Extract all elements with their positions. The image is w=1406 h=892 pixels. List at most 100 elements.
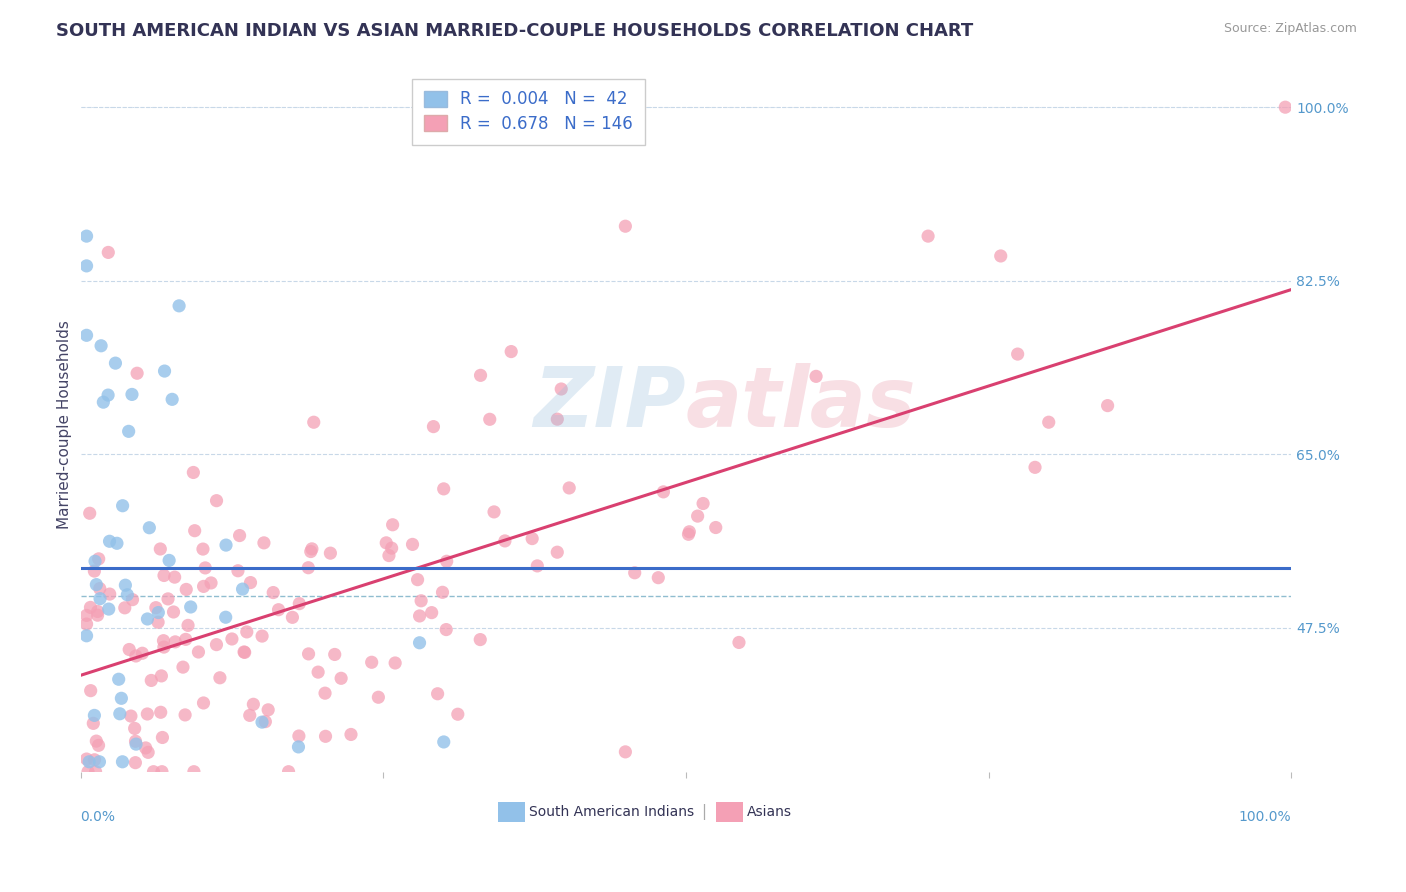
Point <box>86 577 108 591</box>
Point <box>447 707 470 722</box>
Point <box>114 600 136 615</box>
Point <box>546 545 568 559</box>
Point <box>1038 415 1060 429</box>
Point <box>470 368 492 383</box>
Point <box>104 356 127 370</box>
Point <box>174 707 197 722</box>
Point <box>105 536 128 550</box>
Bar <box>498 802 524 822</box>
Point <box>77 764 100 779</box>
Point <box>150 764 173 779</box>
Text: SOUTH AMERICAN INDIAN VS ASIAN MARRIED-COUPLE HOUSEHOLDS CORRELATION CHART: SOUTH AMERICAN INDIAN VS ASIAN MARRIED-C… <box>56 22 973 40</box>
Point <box>314 686 336 700</box>
Point <box>614 745 637 759</box>
Point <box>250 629 273 643</box>
Point <box>121 592 143 607</box>
Point <box>340 727 363 741</box>
Point <box>141 673 163 688</box>
Point <box>378 549 401 563</box>
Point <box>482 505 505 519</box>
Point <box>411 594 433 608</box>
Point <box>97 602 120 616</box>
Point <box>558 481 581 495</box>
Point <box>917 229 939 244</box>
Point <box>408 609 430 624</box>
Point <box>208 671 231 685</box>
Point <box>110 691 132 706</box>
Text: Asians: Asians <box>747 805 792 819</box>
Point <box>990 249 1012 263</box>
Point <box>433 482 456 496</box>
Point <box>152 633 174 648</box>
Point <box>262 585 284 599</box>
Point <box>728 635 751 649</box>
Point <box>221 632 243 646</box>
Point <box>108 706 131 721</box>
Legend: R =  0.004   N =  42, R =  0.678   N = 146: R = 0.004 N = 42, R = 0.678 N = 146 <box>412 78 645 145</box>
Point <box>84 764 107 779</box>
Point <box>91 395 114 409</box>
Point <box>1007 347 1029 361</box>
Point <box>183 524 205 538</box>
Point <box>191 542 214 557</box>
Point <box>384 656 406 670</box>
Point <box>150 669 173 683</box>
Point <box>153 364 176 378</box>
Point <box>287 739 309 754</box>
Point <box>76 259 98 273</box>
Point <box>267 603 290 617</box>
Point <box>652 484 675 499</box>
Point <box>156 591 179 606</box>
Point <box>319 546 342 560</box>
Point <box>193 579 215 593</box>
Point <box>406 573 429 587</box>
Point <box>136 745 159 759</box>
Point <box>692 496 714 510</box>
Point <box>111 499 134 513</box>
Point <box>236 624 259 639</box>
Point <box>131 646 153 660</box>
Point <box>330 671 353 685</box>
Point <box>323 648 346 662</box>
Point <box>89 755 111 769</box>
Text: 0.0%: 0.0% <box>80 810 115 824</box>
Point <box>98 534 121 549</box>
Point <box>148 606 170 620</box>
Point <box>226 564 249 578</box>
Text: South American Indians: South American Indians <box>529 805 693 819</box>
Point <box>302 415 325 429</box>
Point <box>90 339 112 353</box>
Point <box>87 552 110 566</box>
Point <box>381 541 404 555</box>
Point <box>470 632 492 647</box>
Point <box>408 636 430 650</box>
Point <box>125 648 148 663</box>
Point <box>86 734 108 748</box>
Point <box>89 582 111 596</box>
Point <box>162 605 184 619</box>
Point <box>117 588 139 602</box>
Point <box>233 645 256 659</box>
Point <box>79 683 101 698</box>
Point <box>125 737 148 751</box>
Point <box>121 387 143 401</box>
Point <box>76 752 98 766</box>
Point <box>215 538 238 552</box>
Point <box>804 369 827 384</box>
Point <box>288 597 311 611</box>
Point <box>83 564 105 578</box>
Point <box>426 687 449 701</box>
Point <box>83 753 105 767</box>
Point <box>297 560 319 574</box>
Point <box>307 665 329 679</box>
Point <box>433 735 456 749</box>
Point <box>704 520 727 534</box>
Point <box>152 731 174 745</box>
Point <box>254 714 277 729</box>
Point <box>434 623 457 637</box>
Point <box>76 617 98 632</box>
Point <box>375 536 398 550</box>
Point <box>193 696 215 710</box>
Point <box>215 610 238 624</box>
Text: atlas: atlas <box>686 363 917 444</box>
